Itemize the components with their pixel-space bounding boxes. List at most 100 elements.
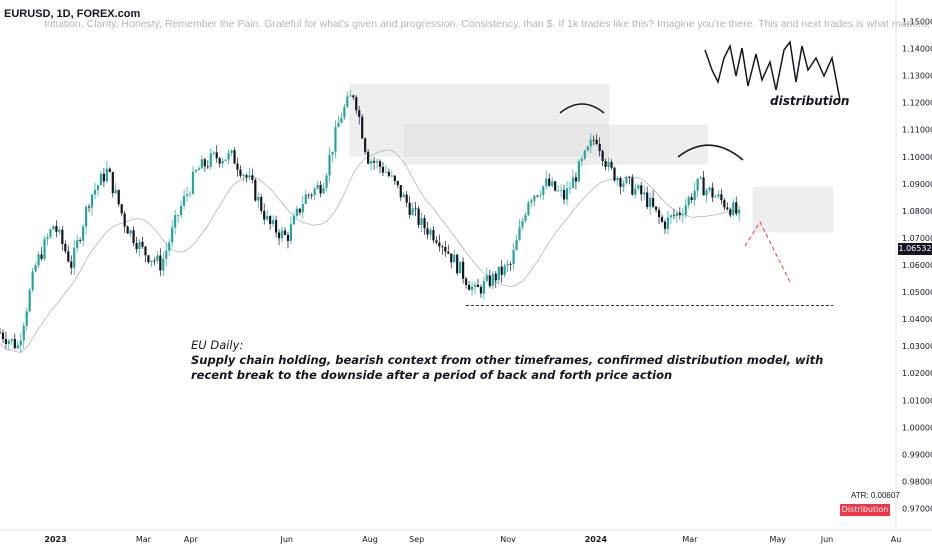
candle-body	[206, 166, 209, 168]
candle-body	[527, 202, 530, 216]
price-tick-label: 1.08000	[902, 207, 932, 216]
candle-body	[524, 215, 527, 222]
candle-body	[503, 265, 506, 275]
candle-body	[467, 284, 471, 290]
atr-readout: ATR: 0.00607	[851, 491, 900, 500]
candle-body	[601, 151, 604, 162]
candle-body	[355, 97, 358, 111]
supply-zones	[349, 83, 834, 233]
candle-body	[583, 150, 586, 159]
candle-body	[571, 177, 575, 189]
candle-body	[479, 287, 483, 294]
candle-body	[90, 194, 94, 208]
candle-body	[123, 213, 126, 227]
candle-body	[494, 273, 497, 281]
candle-body	[559, 190, 563, 191]
moving-average	[0, 149, 740, 353]
candle-body	[441, 246, 444, 248]
candle-body	[25, 311, 28, 326]
candle-body	[417, 208, 420, 225]
candle-body	[521, 221, 524, 228]
candle-body	[598, 143, 601, 152]
candle-body	[396, 181, 399, 186]
candle-body	[735, 202, 738, 214]
price-tick-label: 1.12000	[902, 99, 932, 108]
last-price-tag: 1.06532	[898, 243, 932, 255]
time-tick-label: May	[769, 535, 786, 544]
candle-body	[179, 205, 183, 216]
candle-body	[708, 187, 711, 191]
candle-body	[476, 284, 480, 288]
candle-body	[488, 275, 491, 287]
candle-body	[251, 175, 254, 180]
candle-body	[84, 206, 88, 227]
candle-body	[22, 325, 25, 341]
candle-body	[31, 271, 34, 291]
candle-body	[411, 208, 414, 215]
candle-body	[114, 189, 117, 194]
candle-body	[227, 152, 230, 160]
candle-body	[286, 234, 290, 241]
candle-body	[595, 139, 598, 144]
ma-line	[0, 149, 740, 353]
candle-body	[153, 260, 156, 262]
candle-body	[732, 202, 735, 216]
candle-body	[292, 215, 295, 225]
candle-body	[346, 96, 349, 108]
price-axis: 0.97000 0.98000 0.99000 1.00000 1.01000 1.020…	[902, 18, 932, 514]
candle-body	[37, 254, 40, 266]
candle-body	[272, 220, 275, 225]
candle-body	[429, 230, 432, 235]
price-tick-label: 1.03000	[902, 342, 932, 351]
candle-body	[660, 217, 664, 222]
candle-body	[168, 242, 171, 251]
candle-body	[182, 195, 186, 206]
candle-body	[328, 154, 331, 176]
candle-body	[557, 190, 560, 192]
time-tick-label: Jun	[279, 535, 293, 544]
candle-body	[536, 195, 539, 197]
candle-body	[126, 226, 129, 234]
symbol-title: EURUSD, 1D, FOREX.com	[4, 8, 141, 20]
price-tick-label: 1.13000	[902, 72, 932, 81]
candle-body	[512, 250, 515, 265]
analysis-annotation: EU Daily: Supply chain holding, bearish …	[191, 338, 823, 383]
candle-body	[738, 209, 741, 214]
candle-body	[643, 192, 646, 195]
candle-body	[378, 161, 382, 167]
candle-body	[456, 254, 459, 274]
candle-body	[726, 207, 729, 210]
candle-body	[254, 179, 257, 201]
time-tick-label: 2023	[44, 535, 66, 544]
candle-body	[459, 261, 462, 274]
candle-body	[156, 255, 159, 261]
candle-body	[177, 215, 180, 216]
candle-body	[613, 167, 616, 181]
candle-body	[604, 161, 607, 167]
price-tick-label: 0.98000	[902, 477, 932, 486]
candle-body	[453, 254, 456, 263]
candle-body	[135, 243, 138, 250]
candle-body	[46, 236, 49, 240]
candle-body	[652, 197, 655, 207]
candle-body	[533, 195, 536, 201]
candle-body	[637, 185, 640, 189]
candle-body	[129, 230, 132, 234]
candle-body	[319, 184, 322, 194]
candle-body	[331, 151, 334, 155]
candle-body	[408, 202, 411, 215]
candle-body	[654, 206, 658, 210]
candle-body	[631, 177, 634, 195]
price-tick-label: 0.99000	[902, 450, 932, 459]
candle-body	[562, 190, 566, 200]
time-tick-label: Au	[891, 535, 902, 544]
candle-body	[248, 175, 251, 178]
price-tick-label: 1.05000	[902, 288, 932, 297]
candle-body	[310, 194, 313, 196]
candle-body	[548, 178, 551, 186]
candle-body	[462, 261, 465, 279]
candle-body	[539, 195, 542, 197]
candle-body	[381, 166, 385, 173]
candle-body	[266, 216, 269, 220]
